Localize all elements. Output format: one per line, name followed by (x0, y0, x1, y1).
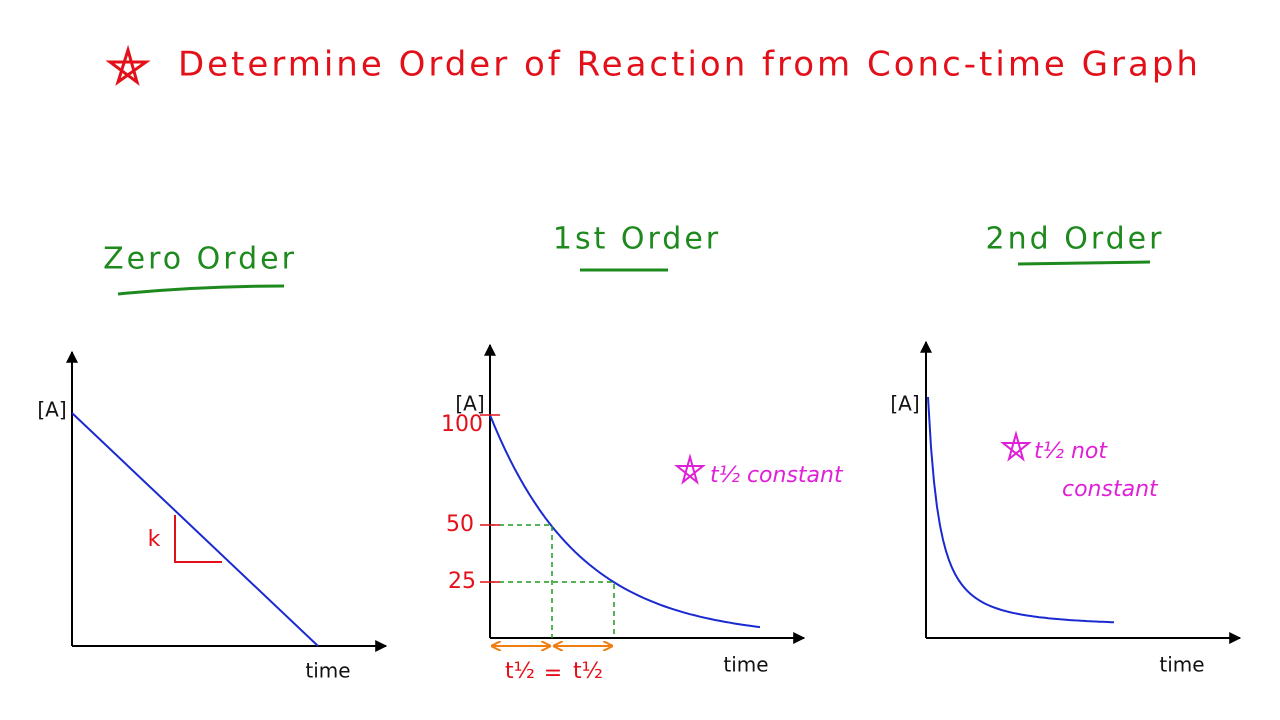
half-life-label: t½ (505, 659, 535, 684)
slope-triangle (174, 515, 222, 563)
first-order-graph: 100 50 25 t½ = t½ [A] time t½ constant (441, 343, 844, 686)
tick-label: 25 (448, 569, 476, 594)
zero-order-graph: k [A] time (37, 350, 388, 683)
heading: 2nd Order (986, 222, 1165, 257)
x-label: time (1159, 653, 1204, 677)
y-label: [A] (890, 392, 919, 416)
note: t½ not (1034, 439, 1108, 464)
slide-title: Determine Order of Reaction from Conc-ti… (178, 45, 1201, 85)
x-label: time (723, 653, 768, 677)
second-order-graph: [A] time t½ not constant (890, 340, 1242, 677)
half-life-label: t½ (573, 659, 603, 684)
tick-label: 50 (446, 512, 474, 537)
note: constant (1062, 477, 1159, 502)
equals-label: = (544, 661, 562, 686)
curve (489, 414, 761, 629)
underline (1017, 260, 1151, 266)
tick-label: 100 (441, 412, 483, 437)
star-icon (105, 44, 151, 86)
note: t½ constant (710, 463, 844, 488)
heading: 1st Order (553, 222, 721, 257)
curve (927, 396, 1115, 624)
y-label: [A] (455, 392, 484, 416)
slope-label: k (148, 527, 161, 552)
half-life-guides (490, 524, 615, 638)
tick-marks (480, 414, 500, 583)
curve (71, 412, 319, 647)
star-icon (674, 453, 706, 485)
underline (117, 284, 285, 296)
heading: Zero Order (103, 242, 297, 277)
y-label: [A] (37, 398, 66, 422)
star-icon (1000, 430, 1032, 462)
x-label: time (305, 659, 350, 683)
